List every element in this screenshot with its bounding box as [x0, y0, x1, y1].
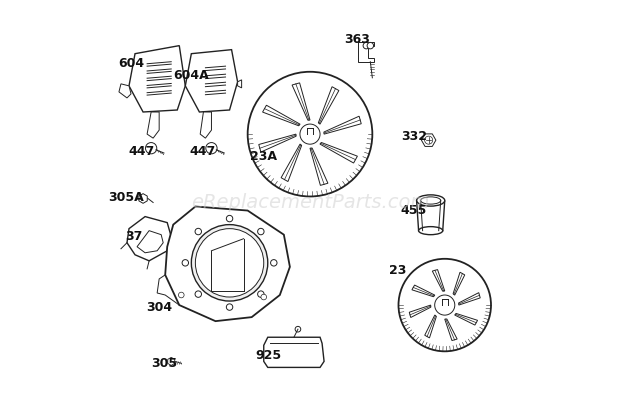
Circle shape [258, 228, 264, 235]
Polygon shape [137, 231, 163, 253]
Circle shape [270, 260, 277, 266]
Text: 604: 604 [118, 57, 144, 70]
Polygon shape [454, 313, 477, 325]
Polygon shape [459, 293, 481, 305]
Text: 604A: 604A [174, 69, 209, 82]
Circle shape [179, 292, 184, 298]
Circle shape [399, 259, 491, 351]
Polygon shape [324, 116, 361, 134]
Circle shape [425, 136, 433, 144]
Circle shape [226, 304, 232, 310]
Polygon shape [168, 357, 175, 365]
Polygon shape [264, 337, 324, 367]
Circle shape [295, 326, 301, 332]
Circle shape [182, 260, 188, 266]
Polygon shape [147, 112, 159, 138]
Polygon shape [263, 105, 300, 126]
Circle shape [247, 72, 373, 196]
Circle shape [192, 225, 268, 301]
Text: 332: 332 [401, 130, 427, 143]
Circle shape [195, 228, 202, 235]
Text: 37: 37 [125, 230, 143, 243]
Circle shape [258, 291, 264, 297]
Polygon shape [127, 217, 171, 261]
Polygon shape [425, 315, 436, 338]
Circle shape [363, 43, 370, 49]
Text: 447: 447 [128, 145, 154, 158]
Polygon shape [185, 50, 237, 112]
Polygon shape [320, 143, 357, 163]
Polygon shape [259, 134, 296, 152]
Polygon shape [281, 144, 302, 181]
Polygon shape [409, 305, 431, 318]
Circle shape [146, 143, 157, 154]
Circle shape [435, 295, 455, 315]
Polygon shape [139, 194, 148, 203]
Polygon shape [292, 83, 310, 120]
Circle shape [261, 294, 267, 300]
Polygon shape [318, 87, 339, 124]
Text: 447: 447 [189, 145, 215, 158]
Ellipse shape [417, 195, 445, 206]
Circle shape [195, 291, 202, 297]
Polygon shape [358, 42, 374, 62]
Polygon shape [200, 112, 211, 138]
Polygon shape [445, 319, 457, 341]
Polygon shape [432, 270, 445, 291]
Polygon shape [119, 84, 131, 98]
Text: 363: 363 [344, 33, 370, 46]
Text: 305A: 305A [108, 191, 144, 204]
Polygon shape [165, 207, 290, 321]
Text: 23A: 23A [250, 150, 277, 163]
Text: 23: 23 [389, 264, 406, 277]
Polygon shape [129, 46, 185, 112]
Text: 455: 455 [401, 204, 427, 217]
Polygon shape [422, 134, 436, 147]
Circle shape [195, 229, 264, 297]
Polygon shape [453, 272, 465, 295]
Text: 925: 925 [255, 349, 281, 362]
Circle shape [206, 143, 217, 154]
Ellipse shape [418, 227, 443, 234]
Polygon shape [237, 80, 242, 88]
Polygon shape [412, 285, 435, 297]
Circle shape [367, 43, 374, 49]
Text: 305: 305 [151, 357, 177, 370]
Text: eReplacementParts.com: eReplacementParts.com [191, 193, 429, 212]
Circle shape [226, 215, 232, 222]
Circle shape [300, 124, 320, 144]
Text: 304: 304 [146, 301, 172, 313]
Polygon shape [310, 148, 328, 185]
Ellipse shape [420, 197, 441, 204]
